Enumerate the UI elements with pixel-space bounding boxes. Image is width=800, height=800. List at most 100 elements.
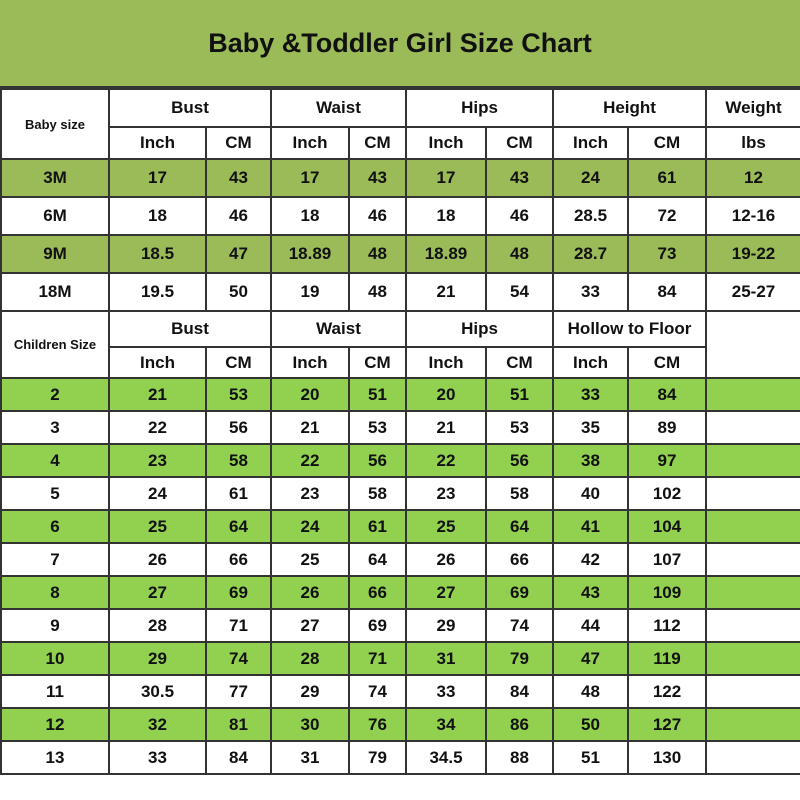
cell-weight-lbs: 19-22	[705, 234, 800, 274]
cell-hips-cm: 46	[485, 196, 554, 236]
cell-hollow-to-floor-cm: 122	[626, 674, 708, 709]
cell-hollow-to-floor-inch: 42	[552, 542, 629, 577]
blank-cell	[705, 443, 800, 478]
cell-bust-inch: 25	[108, 509, 207, 544]
group-header-bust: Bust	[108, 310, 272, 348]
cell-height-cm: 73	[626, 234, 708, 274]
unit-header: Inch	[270, 346, 350, 379]
table-row: 6 25 64 24 61 25 64 41 104	[0, 509, 800, 544]
cell-bust-cm: 74	[205, 641, 272, 676]
cell-hips-cm: 88	[485, 740, 554, 775]
cell-bust-inch: 26	[108, 542, 207, 577]
blank-cell	[705, 740, 800, 775]
table-row: 5 24 61 23 58 23 58 40 102	[0, 476, 800, 511]
cell-hollow-to-floor-cm: 109	[626, 575, 708, 610]
cell-bust-cm: 58	[205, 443, 272, 478]
size-table: Baby size Bust Waist Hips Height Weight Inch CM…	[0, 88, 800, 775]
blank-cell	[705, 377, 800, 412]
cell-waist-cm: 43	[348, 158, 407, 198]
cell-hips-cm: 53	[485, 410, 554, 445]
cell-waist-cm: 56	[348, 443, 407, 478]
blank-cell	[705, 707, 800, 742]
cell-size: 2	[0, 377, 110, 412]
cell-hollow-to-floor-inch: 47	[552, 641, 629, 676]
cell-waist-cm: 58	[348, 476, 407, 511]
cell-hollow-to-floor-inch: 44	[552, 608, 629, 643]
cell-waist-cm: 51	[348, 377, 407, 412]
cell-bust-cm: 61	[205, 476, 272, 511]
cell-size: 9	[0, 608, 110, 643]
cell-waist-cm: 48	[348, 272, 407, 312]
cell-hips-cm: 43	[485, 158, 554, 198]
cell-bust-inch: 27	[108, 575, 207, 610]
cell-bust-inch: 22	[108, 410, 207, 445]
unit-header: Inch	[270, 126, 350, 160]
group-header-hips: Hips	[405, 88, 554, 128]
cell-hollow-to-floor-cm: 84	[626, 377, 708, 412]
cell-bust-cm: 77	[205, 674, 272, 709]
cell-hips-cm: 84	[485, 674, 554, 709]
cell-hollow-to-floor-cm: 102	[626, 476, 708, 511]
group-header-height: Height	[551, 88, 708, 128]
cell-bust-inch: 18	[108, 196, 207, 236]
blank-cell	[705, 542, 800, 577]
group-header-hips: Hips	[405, 310, 554, 348]
cell-waist-inch: 27	[270, 608, 350, 643]
unit-header: lbs	[705, 126, 800, 160]
cell-hollow-to-floor-inch: 35	[552, 410, 629, 445]
cell-waist-cm: 71	[348, 641, 407, 676]
cell-bust-inch: 24	[108, 476, 207, 511]
cell-hips-inch: 21	[405, 410, 487, 445]
cell-hips-inch: 25	[405, 509, 487, 544]
cell-hips-cm: 74	[485, 608, 554, 643]
cell-waist-inch: 28	[270, 641, 350, 676]
cell-hollow-to-floor-inch: 33	[552, 377, 629, 412]
cell-bust-cm: 66	[205, 542, 272, 577]
cell-hips-inch: 26	[405, 542, 487, 577]
unit-header: CM	[205, 126, 272, 160]
cell-bust-cm: 71	[205, 608, 272, 643]
cell-waist-cm: 48	[348, 234, 407, 274]
cell-waist-inch: 21	[270, 410, 350, 445]
cell-bust-inch: 28	[108, 608, 207, 643]
cell-size: 3M	[0, 158, 110, 198]
cell-bust-inch: 30.5	[108, 674, 207, 709]
cell-bust-inch: 21	[108, 377, 207, 412]
cell-waist-cm: 66	[348, 575, 407, 610]
unit-header: Inch	[108, 346, 207, 379]
cell-waist-inch: 17	[270, 158, 350, 198]
cell-hollow-to-floor-cm: 104	[626, 509, 708, 544]
cell-hips-cm: 79	[485, 641, 554, 676]
unit-header: CM	[205, 346, 272, 379]
cell-hollow-to-floor-cm: 107	[626, 542, 708, 577]
unit-header: CM	[485, 346, 554, 379]
cell-waist-cm: 64	[348, 542, 407, 577]
table-row: 8 27 69 26 66 27 69 43 109	[0, 575, 800, 610]
cell-bust-cm: 81	[205, 707, 272, 742]
cell-hips-cm: 69	[485, 575, 554, 610]
unit-header: CM	[348, 346, 407, 379]
table-row: 4 23 58 22 56 22 56 38 97	[0, 443, 800, 478]
cell-weight-lbs: 12-16	[705, 196, 800, 236]
baby-header-row: Baby size Bust Waist Hips Height Weight	[0, 88, 800, 160]
cell-hips-inch: 18.89	[405, 234, 487, 274]
cell-hips-inch: 22	[405, 443, 487, 478]
cell-waist-cm: 74	[348, 674, 407, 709]
cell-size: 8	[0, 575, 110, 610]
cell-waist-inch: 26	[270, 575, 350, 610]
cell-hips-cm: 54	[485, 272, 554, 312]
cell-waist-inch: 19	[270, 272, 350, 312]
cell-bust-inch: 19.5	[108, 272, 207, 312]
cell-hips-inch: 34.5	[405, 740, 487, 775]
group-header-waist: Waist	[270, 88, 407, 128]
cell-hips-inch: 20	[405, 377, 487, 412]
cell-hips-inch: 31	[405, 641, 487, 676]
table-row: 9 28 71 27 69 29 74 44 112	[0, 608, 800, 643]
blank-cell	[705, 641, 800, 676]
cell-waist-inch: 25	[270, 542, 350, 577]
cell-bust-cm: 56	[205, 410, 272, 445]
cell-hollow-to-floor-cm: 119	[626, 641, 708, 676]
cell-bust-inch: 23	[108, 443, 207, 478]
blank-header-cell	[705, 310, 800, 379]
